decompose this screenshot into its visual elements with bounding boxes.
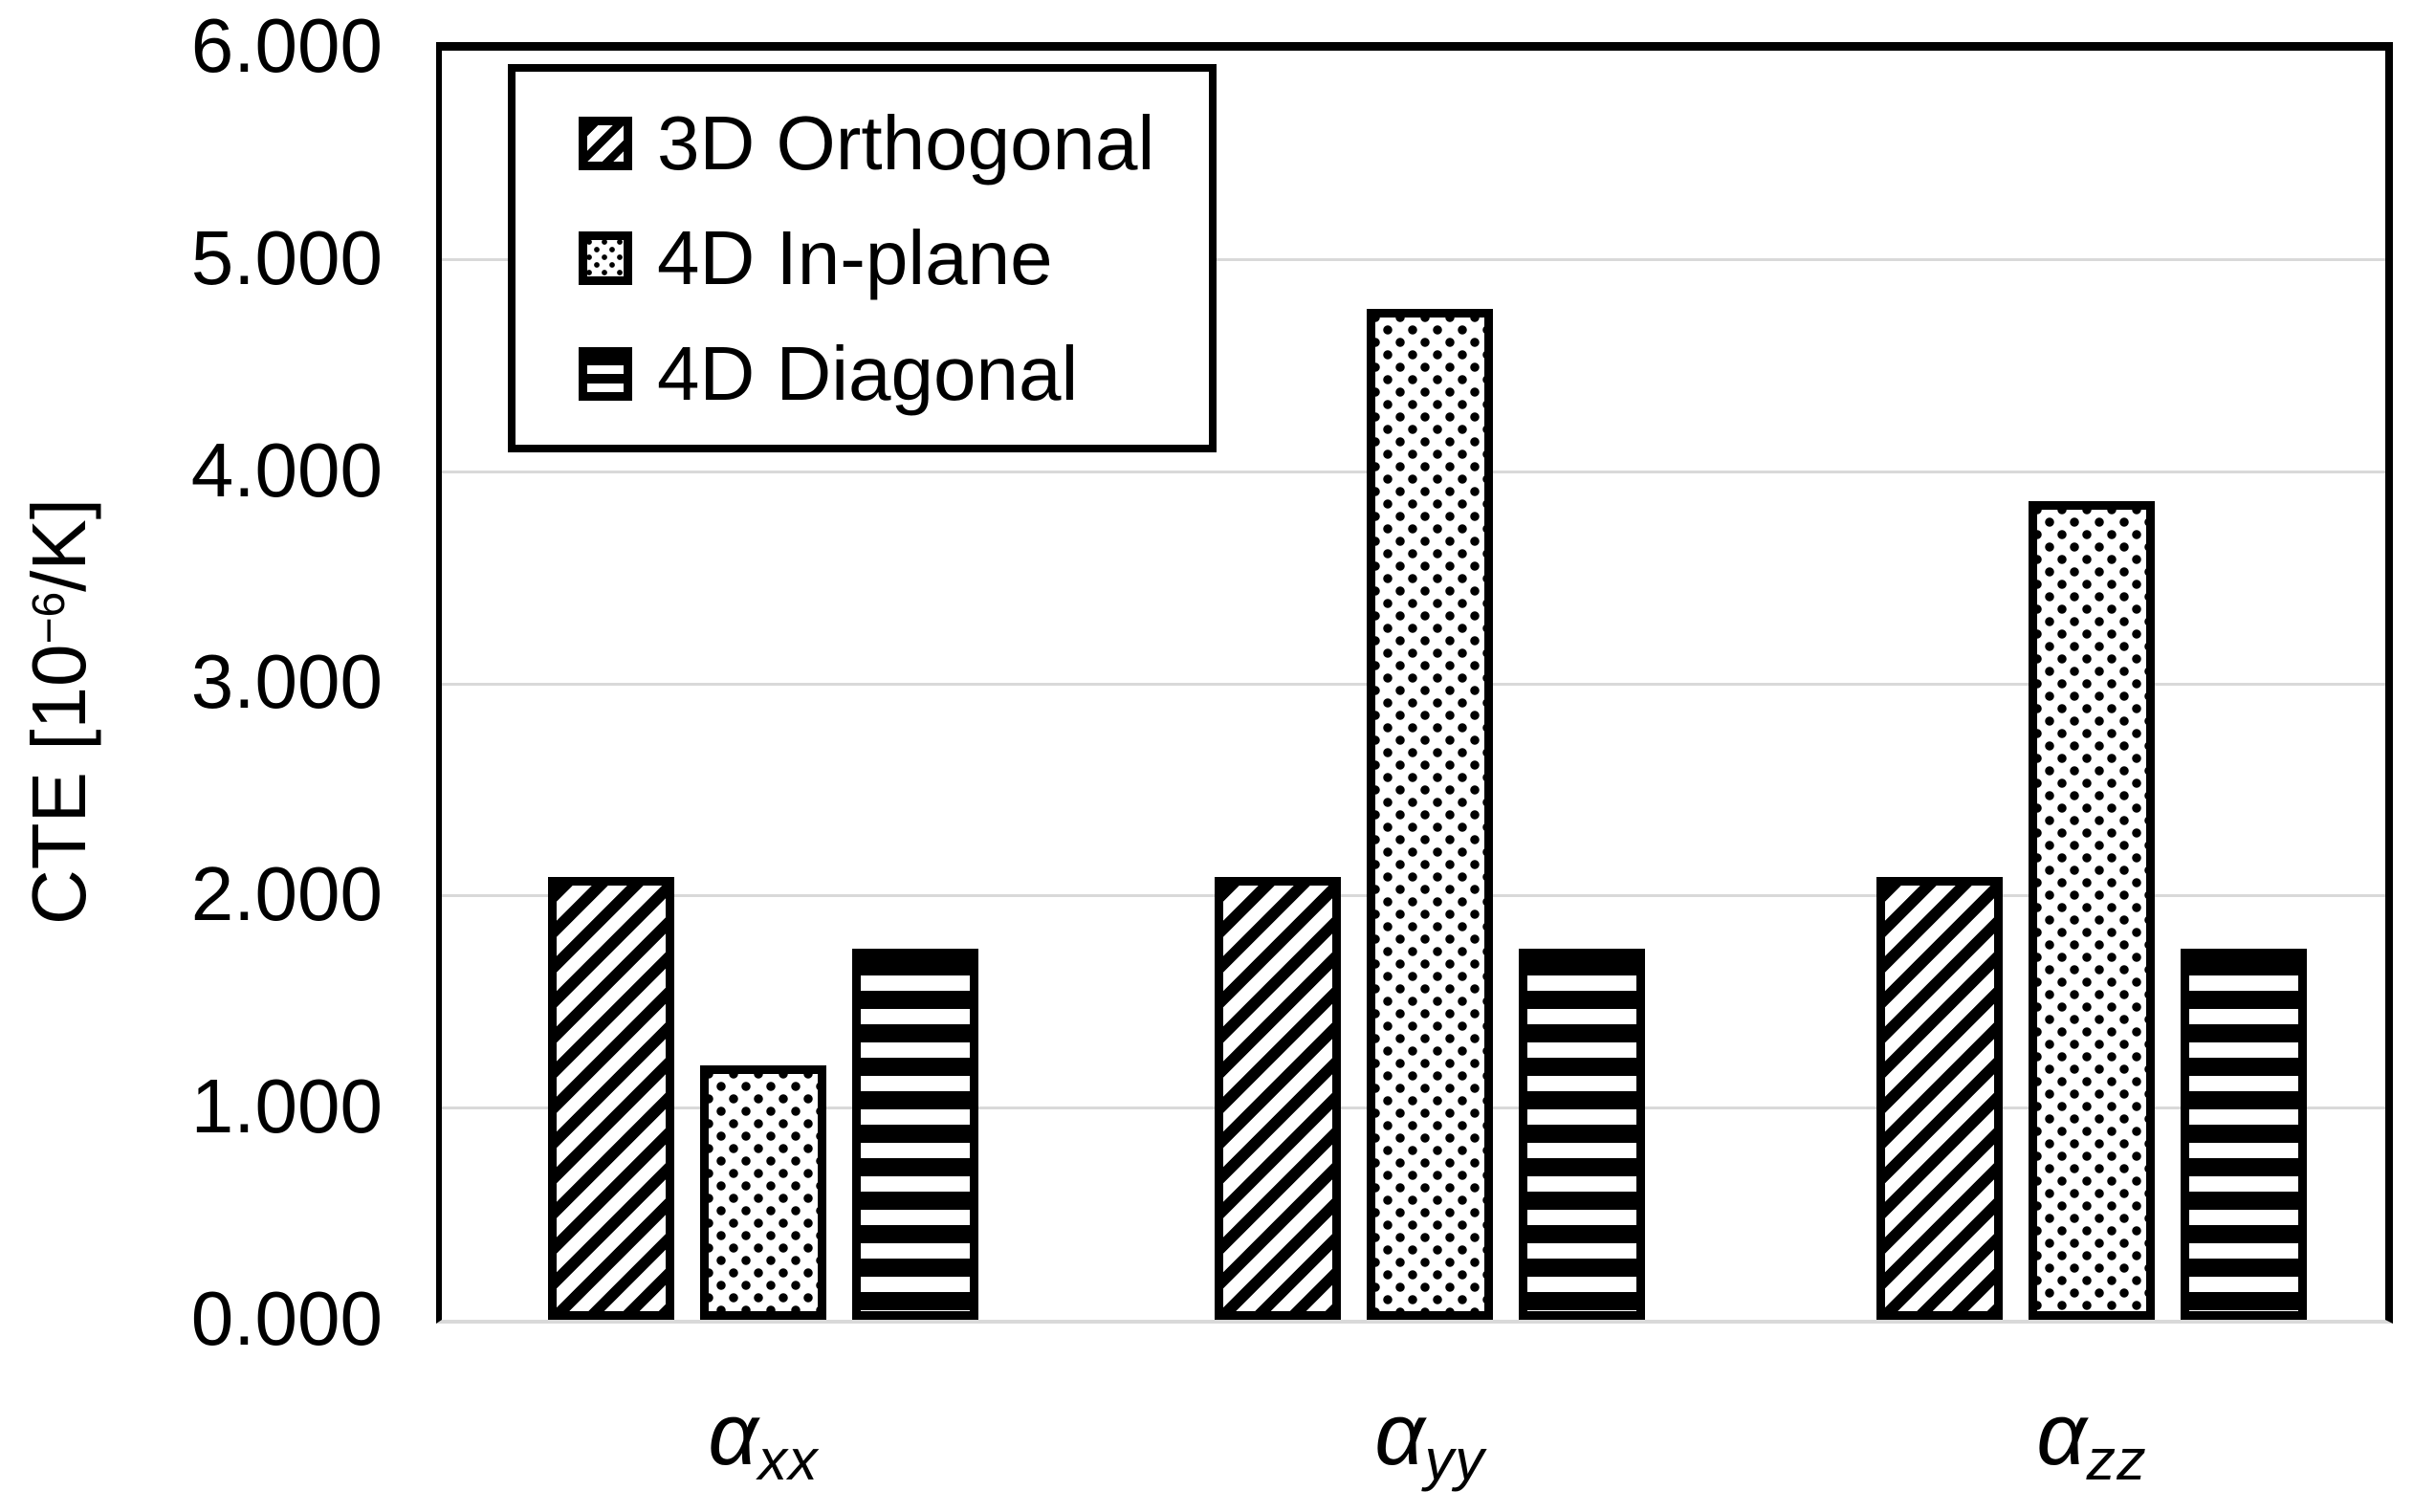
bar-4d-diagonal-αzz (2181, 949, 2307, 1320)
legend-item-4d-diagonal: 4D Diagonal (579, 330, 1209, 418)
alpha-symbol: α (2036, 1386, 2087, 1483)
legend-item-4d-in-plane: 4D In-plane (579, 214, 1209, 302)
bar-4d-in-plane-αyy (1367, 309, 1493, 1320)
alpha-subscript: yy (1424, 1427, 1485, 1493)
x-label-αxx: αxx (562, 1385, 964, 1492)
bar-4d-in-plane-αxx (700, 1065, 826, 1320)
alpha-symbol: α (1374, 1386, 1425, 1483)
bar-3d-orthogonal-αzz (1876, 877, 2003, 1320)
legend-swatch-horizontal-stripes-icon (579, 346, 632, 401)
alpha-subscript: xx (757, 1427, 819, 1493)
bar-3d-orthogonal-αyy (1215, 877, 1341, 1320)
alpha-symbol: α (708, 1386, 758, 1483)
y-tick-label-0.000: 0.000 (190, 1275, 383, 1361)
y-tick-label-2.000: 2.000 (190, 851, 383, 937)
bar-4d-diagonal-αxx (852, 949, 978, 1320)
y-axis-title-exponent: −6 (24, 591, 76, 645)
y-tick-label-1.000: 1.000 (190, 1063, 383, 1149)
legend: 3D Orthogonal 4D In-plane 4D Diagonal (508, 64, 1217, 452)
legend-swatch-diagonal-stripes-icon (579, 116, 632, 170)
gridline-5 (442, 258, 2385, 262)
legend-label: 4D In-plane (657, 215, 1053, 300)
x-label-αzz: αzz (1891, 1385, 2292, 1492)
y-tick-label-6.000: 6.000 (190, 3, 383, 88)
y-tick-label-5.000: 5.000 (190, 214, 383, 300)
bar-4d-in-plane-αzz (2029, 501, 2155, 1320)
bar-3d-orthogonal-αxx (548, 877, 674, 1320)
legend-label: 3D Orthogonal (657, 99, 1155, 186)
x-label-αyy: αyy (1229, 1385, 1631, 1492)
legend-label: 4D Diagonal (657, 330, 1079, 416)
y-tick-label-3.000: 3.000 (190, 639, 383, 725)
legend-item-3d-orthogonal: 3D Orthogonal (579, 99, 1209, 187)
alpha-subscript: zz (2086, 1427, 2147, 1493)
bar-4d-diagonal-αyy (1519, 949, 1645, 1320)
legend-swatch-dots-icon (579, 231, 632, 285)
y-tick-label-4.000: 4.000 (190, 427, 383, 513)
